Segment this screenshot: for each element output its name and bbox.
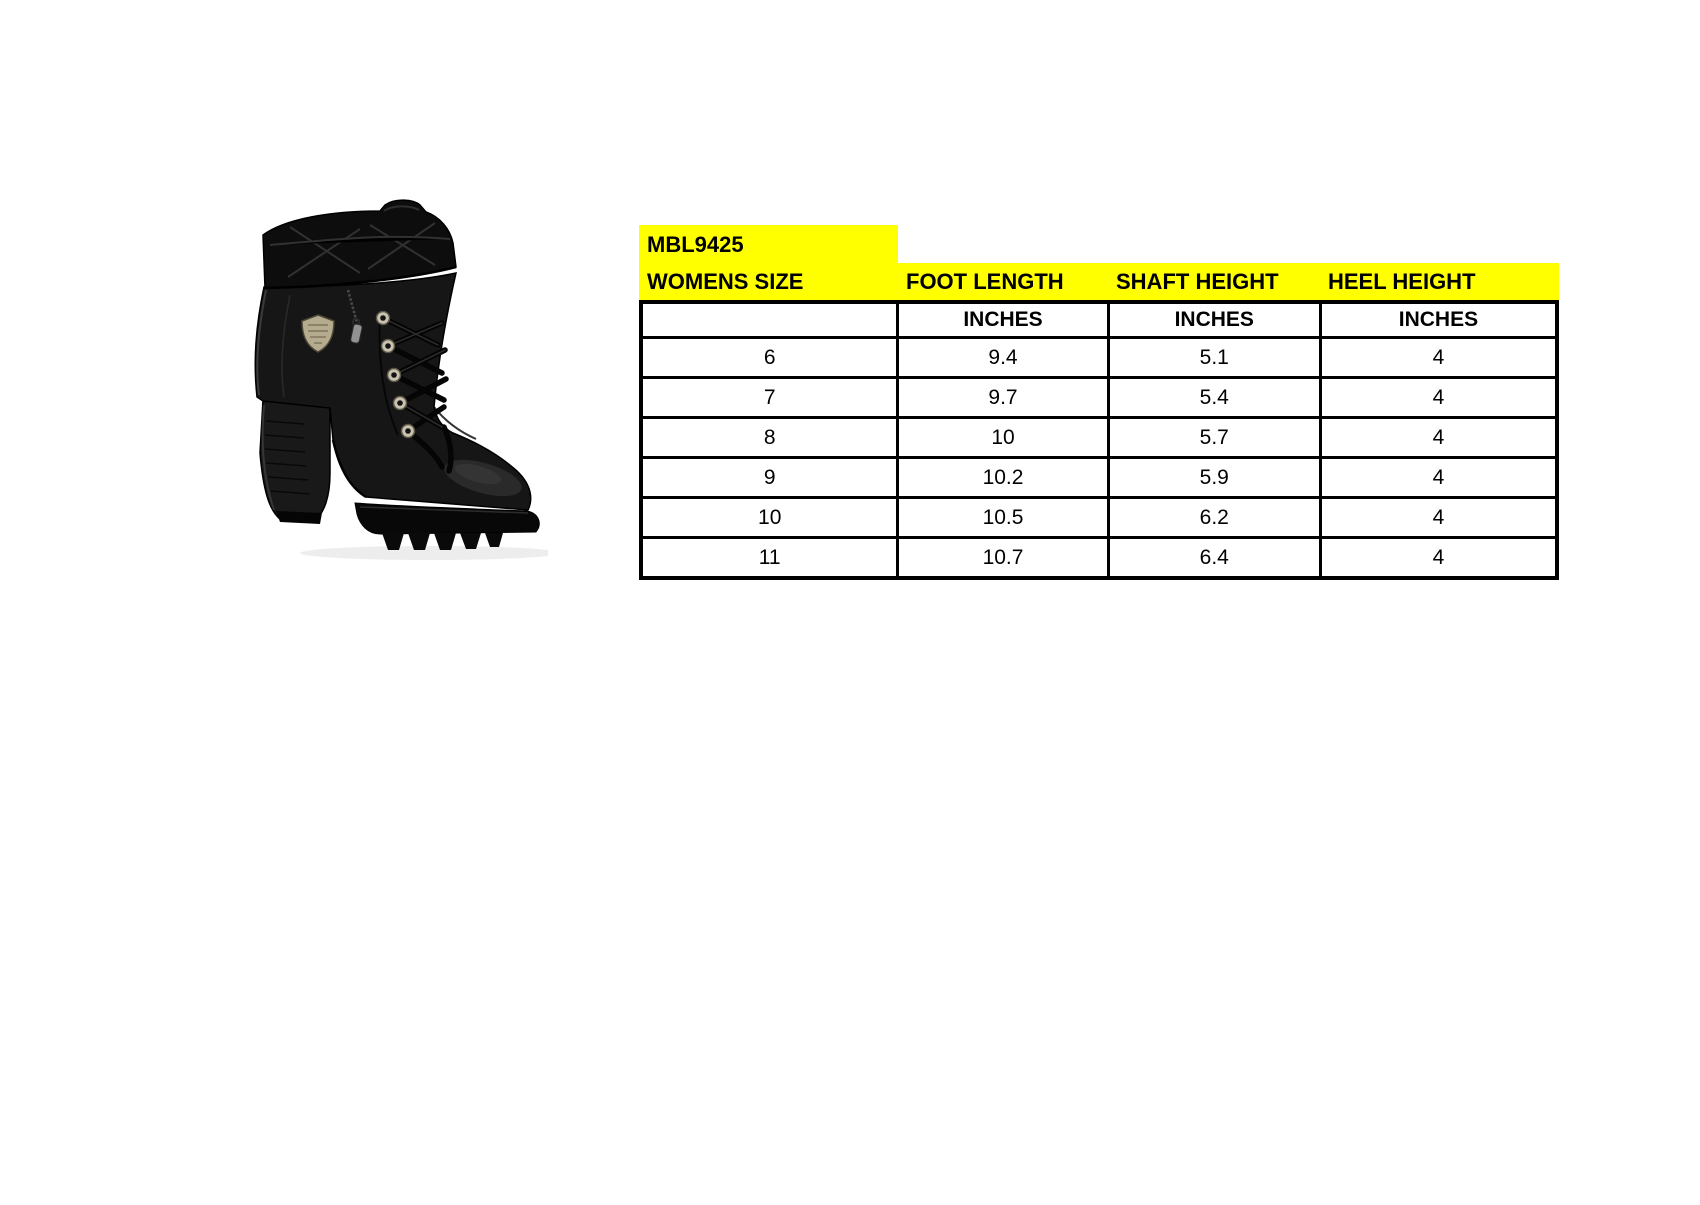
units-cell	[639, 300, 900, 339]
grid-cell: 5.4	[1106, 376, 1322, 419]
size-row: 8 10 5.7 4	[639, 416, 1559, 459]
grid-cell: 4	[1318, 496, 1559, 539]
brand-badge	[301, 314, 335, 353]
col-header-heel-height: HEEL HEIGHT	[1328, 269, 1476, 294]
zipper	[346, 289, 363, 344]
shadow	[300, 546, 560, 560]
boot-photo	[230, 195, 560, 575]
size-table: INCHES INCHES INCHES 6 9.4 5.1 4 7 9.7 5…	[639, 300, 1559, 580]
col-header-foot-length: FOOT LENGTH	[906, 269, 1064, 294]
grid-cell: 10.5	[896, 496, 1110, 539]
grid-cell: 10.7	[896, 536, 1110, 580]
col-header-shaft-height: SHAFT HEIGHT	[1116, 269, 1279, 294]
units-row: INCHES INCHES INCHES	[639, 300, 1559, 339]
units-cell: INCHES	[1318, 300, 1559, 339]
grid-cell: 6.2	[1106, 496, 1322, 539]
grid-cell: 5.9	[1106, 456, 1322, 499]
model-number-cell: MBL9425	[639, 225, 898, 263]
grid-cell: 9.7	[896, 376, 1110, 419]
heel-block	[259, 399, 331, 524]
grid-cell: 6.4	[1106, 536, 1322, 580]
grid-cell: 4	[1318, 456, 1559, 499]
grid-cell: 8	[639, 416, 900, 459]
column-header-row: WOMENS SIZE FOOT LENGTH SHAFT HEIGHT HEE…	[639, 263, 1559, 300]
grid-cell: 5.7	[1106, 416, 1322, 459]
grid-cell: 10	[896, 416, 1110, 459]
grid-cell: 4	[1318, 336, 1559, 379]
boot-cuff	[262, 199, 457, 290]
size-chart: MBL9425 WOMENS SIZE FOOT LENGTH SHAFT HE…	[639, 225, 1559, 580]
grid-cell: 10	[639, 496, 900, 539]
size-row: 9 10.2 5.9 4	[639, 456, 1559, 499]
col-header-womens-size: WOMENS SIZE	[647, 269, 804, 294]
units-cell: INCHES	[1106, 300, 1322, 339]
size-row: 11 10.7 6.4 4	[639, 536, 1559, 580]
grid-cell: 4	[1318, 536, 1559, 580]
grid-cell: 5.1	[1106, 336, 1322, 379]
grid-cell: 11	[639, 536, 900, 580]
laces	[380, 315, 454, 474]
grid-cell: 4	[1318, 416, 1559, 459]
grid-cell: 10.2	[896, 456, 1110, 499]
cuff-stitching	[269, 222, 451, 278]
grid-cell: 7	[639, 376, 900, 419]
size-row: 6 9.4 5.1 4	[639, 336, 1559, 379]
eyelets	[375, 310, 416, 439]
units-cell: INCHES	[896, 300, 1110, 339]
grid-cell: 9	[639, 456, 900, 499]
platform-sole	[331, 439, 540, 550]
size-row: 10 10.5 6.2 4	[639, 496, 1559, 539]
size-row: 7 9.7 5.4 4	[639, 376, 1559, 419]
grid-cell: 9.4	[896, 336, 1110, 379]
grid-cell: 6	[639, 336, 900, 379]
boot-illustration	[254, 199, 560, 560]
grid-cell: 4	[1318, 376, 1559, 419]
